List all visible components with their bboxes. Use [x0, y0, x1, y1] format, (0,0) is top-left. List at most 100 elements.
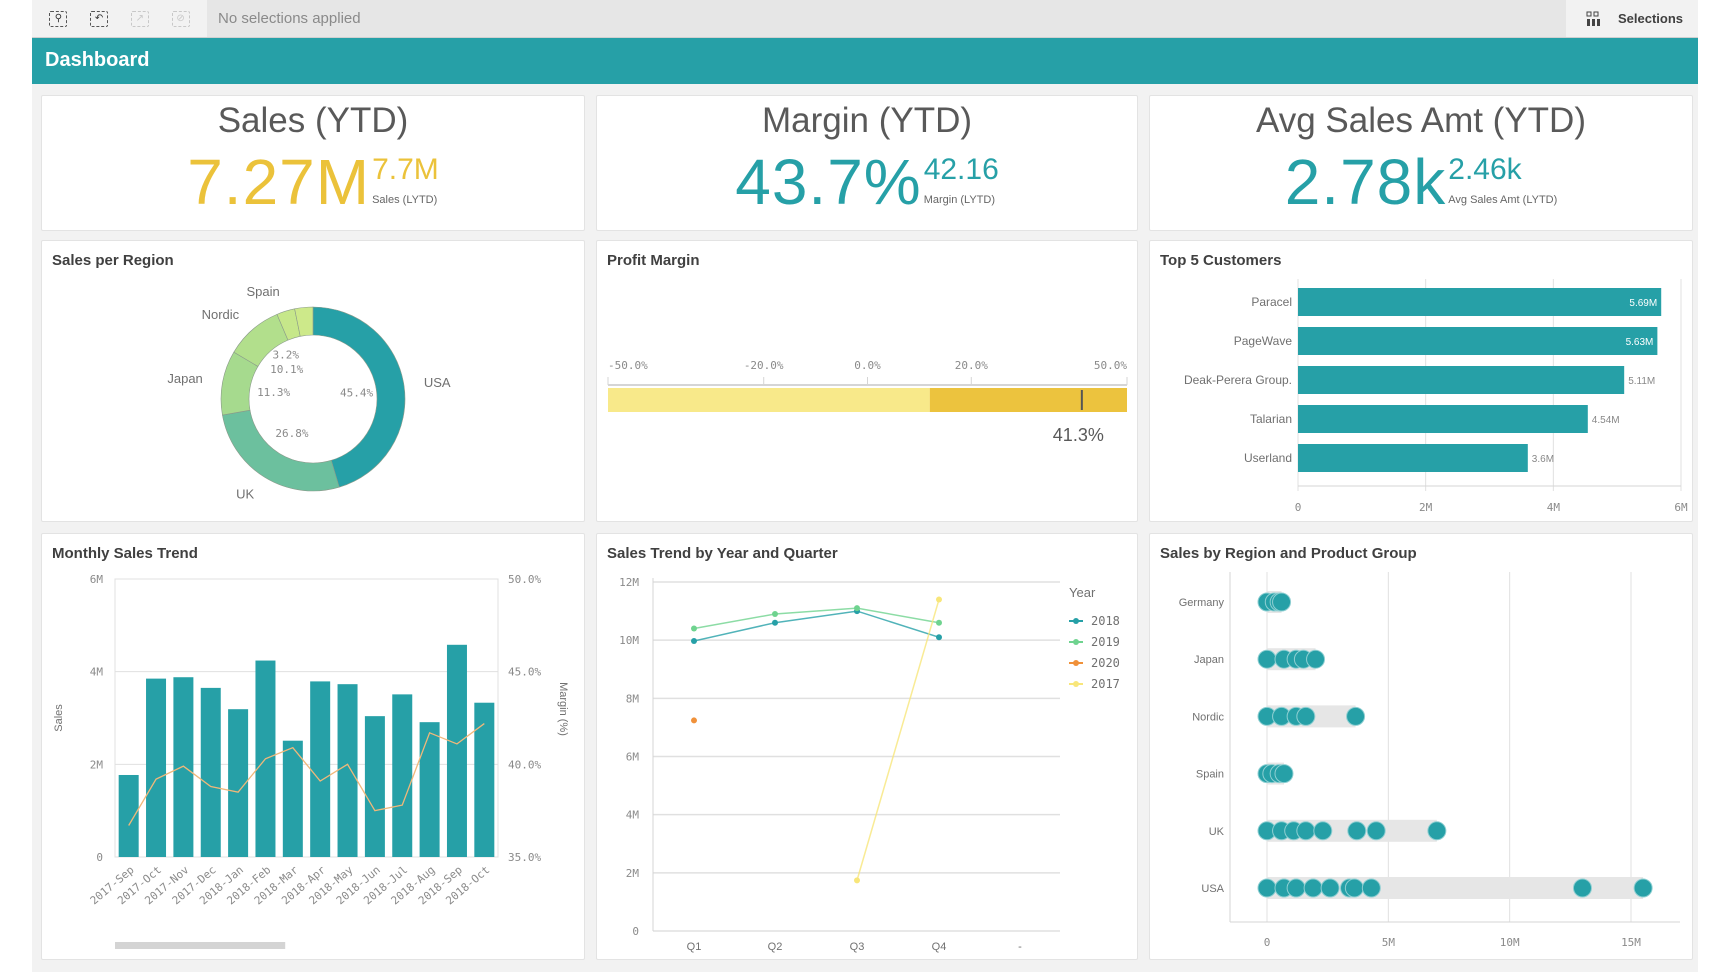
- legend-swatch-dot: [1073, 660, 1079, 666]
- tick-label: 0: [96, 851, 103, 864]
- bar: [419, 722, 440, 857]
- donut-slice: [312, 306, 406, 488]
- category-label: Nordic: [1192, 711, 1224, 723]
- legend-item: 2020: [1091, 656, 1120, 670]
- value-marker: [1080, 390, 1083, 410]
- tick-label: 4M: [90, 666, 104, 679]
- chart-sales-per-region[interactable]: USA 45.4% UK 26.8% Japan 11.3% Nordic 10.1% Spai…: [41, 240, 585, 522]
- kpi-compare-label: Avg Sales Amt (LYTD): [1448, 194, 1558, 206]
- data-point: [1347, 821, 1367, 841]
- smart-search-icon[interactable]: ⚲: [49, 10, 68, 27]
- kpi-title: Margin (YTD): [761, 101, 973, 140]
- category-label: Q2: [768, 941, 783, 953]
- chart-monthly-sales-trend[interactable]: 0 2M 4M 6M 35.0% 40.0% 45.0% 50.0% 2017-Sep 2017-…: [41, 533, 585, 960]
- bar: [392, 694, 413, 857]
- chart-sales-trend-year-quarter[interactable]: 0 2M 4M 6M 8M 10M 12M Q1 Q2 Q3 Q4 - 2018 2019 2020 2017…: [596, 533, 1138, 960]
- bar: [1298, 327, 1658, 355]
- legend-swatch-dot: [1073, 618, 1079, 624]
- donut-slice: [222, 409, 340, 492]
- tick-label: 50.0%: [508, 573, 541, 586]
- tick-label: -20.0%: [744, 359, 784, 372]
- legend-swatch-dot: [1073, 681, 1079, 687]
- donut-chart: USA 45.4% UK 26.8% Japan 11.3% Nordic 10.1% Spai…: [167, 284, 451, 501]
- data-point: [691, 717, 697, 724]
- scrollbar[interactable]: [115, 942, 286, 949]
- category-label: Germany: [1179, 597, 1225, 609]
- clear-all-icon[interactable]: ⊘: [171, 10, 190, 27]
- data-point: [936, 634, 942, 641]
- kpi-value: 43.7%: [735, 146, 922, 218]
- sheet-header: Dashboard: [32, 38, 1698, 84]
- slice-pct-label: 3.2%: [272, 349, 299, 362]
- data-point: [936, 596, 942, 603]
- chart-top-5-customers[interactable]: 0 2M 4M 6M Paracel 5.69M PageWave 5.63M Deak-Per…: [1149, 240, 1693, 522]
- bar: [118, 774, 139, 857]
- bar: [173, 677, 194, 857]
- kpi-sales[interactable]: Sales (YTD) 7.27M 7.7M Sales (LYTD): [41, 95, 585, 231]
- data-point: [1313, 821, 1333, 841]
- data-point: [772, 619, 778, 626]
- kpi-compare-value: 7.7M: [372, 153, 439, 186]
- tick-label: 4M: [626, 809, 640, 822]
- bar: [282, 740, 303, 857]
- chart-title: Profit Margin: [607, 252, 700, 269]
- bar: [446, 644, 467, 857]
- tick-label: 5M: [1382, 936, 1396, 949]
- bar: [1298, 288, 1662, 316]
- kpi-compare-label: Sales (LYTD): [372, 194, 438, 206]
- slice-label: Spain: [246, 284, 279, 299]
- chart-title: Monthly Sales Trend: [52, 545, 198, 562]
- plot-frame: [114, 578, 499, 858]
- y-axis-title: Sales: [53, 704, 65, 732]
- kpi-value: 2.78k: [1284, 146, 1447, 218]
- sheet-canvas: Sales (YTD) 7.27M 7.7M Sales (LYTD) Marg…: [32, 84, 1698, 972]
- category-label: Q1: [687, 941, 702, 953]
- data-label: 4.54M: [1592, 415, 1620, 426]
- chart-profit-margin[interactable]: -50.0% -20.0% 0.0% 20.0% 50.0% 41.3% Profit M…: [596, 240, 1138, 522]
- data-point: [1286, 878, 1306, 898]
- line-chart: 0 2M 4M 6M 8M 10M 12M Q1 Q2 Q3 Q4 - 2018 2019 2020 2017…: [619, 576, 1120, 953]
- tick-label: 0.0%: [854, 359, 881, 372]
- tick-label: 45.0%: [508, 666, 541, 679]
- kpi-margin[interactable]: Margin (YTD) 43.7% 42.16 Margin (LYTD): [596, 95, 1138, 231]
- data-point: [1344, 878, 1364, 898]
- toolbar-icons: ⚲ ↶ ↗ ⊘: [32, 0, 207, 37]
- selections-button[interactable]: Selections: [1566, 0, 1698, 37]
- bar-chart: 0 2M 4M 6M Paracel 5.69M PageWave 5.63M Deak-Per…: [1184, 279, 1688, 514]
- data-point: [1274, 764, 1294, 784]
- data-point: [936, 619, 942, 626]
- data-point: [1306, 649, 1326, 669]
- category-label: PageWave: [1234, 334, 1293, 348]
- bar: [1298, 366, 1625, 394]
- category-label: Q4: [932, 941, 947, 953]
- data-label: 3.6M: [1532, 454, 1554, 465]
- bullet-chart: -50.0% -20.0% 0.0% 20.0% 50.0% 41.3%: [607, 359, 1128, 445]
- value-label: 41.3%: [1053, 425, 1104, 445]
- tick-label: 6M: [90, 573, 104, 586]
- data-point: [1346, 706, 1366, 726]
- slice-label: Japan: [167, 371, 202, 386]
- step-back-icon[interactable]: ↶: [90, 10, 109, 27]
- series-line: [693, 610, 940, 642]
- data-label: 5.63M: [1626, 337, 1654, 348]
- tick-label: 2M: [1419, 501, 1433, 514]
- data-point: [1272, 592, 1292, 612]
- tick-label: 35.0%: [508, 851, 541, 864]
- tick-label: 2M: [626, 867, 640, 880]
- data-point: [854, 877, 860, 884]
- tick-label: 15M: [1621, 936, 1641, 949]
- data-point: [1303, 878, 1323, 898]
- grid-icon: [1586, 11, 1600, 26]
- step-forward-icon[interactable]: ↗: [130, 10, 149, 27]
- category-label: Spain: [1196, 769, 1224, 781]
- category-label: Q3: [850, 941, 865, 953]
- category-label: Userland: [1244, 451, 1292, 465]
- selections-toolbar: ⚲ ↶ ↗ ⊘ No selections applied Selections: [32, 0, 1698, 38]
- chart-sales-region-product-group[interactable]: 0 5M 10M 15M Germany Japan Nordic Spain UK USA Sa…: [1149, 533, 1693, 960]
- data-point: [691, 625, 697, 632]
- category-label: -: [1018, 941, 1022, 953]
- range-band: [929, 388, 1127, 412]
- kpi-avg-sales[interactable]: Avg Sales Amt (YTD) 2.78k 2.46k Avg Sale…: [1149, 95, 1693, 231]
- category-label: Japan: [1194, 654, 1224, 666]
- chart-title: Sales Trend by Year and Quarter: [607, 545, 838, 562]
